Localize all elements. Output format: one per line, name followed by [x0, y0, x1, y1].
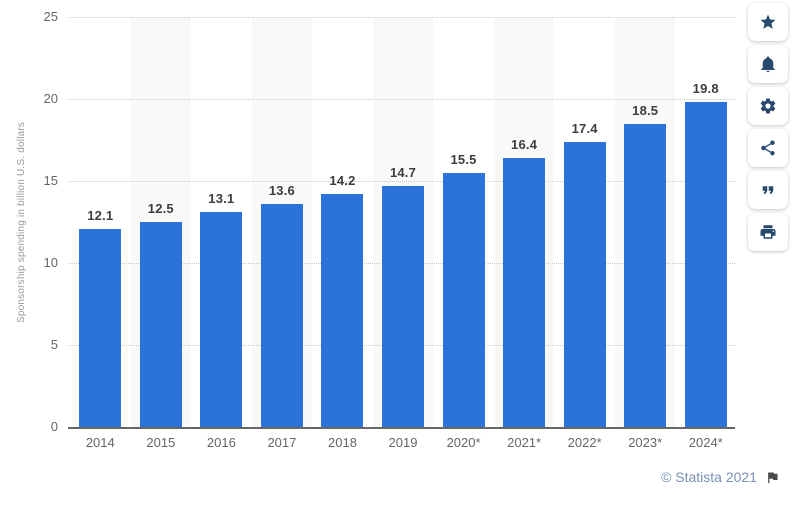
x-tick-label: 2023* — [628, 435, 663, 450]
gear-icon — [760, 98, 776, 114]
x-tick-label: 2016 — [206, 435, 236, 450]
x-axis-labels: 2014 2015 2016 2017 2018 2019 2020* 2021* 2022* 2… — [70, 435, 736, 450]
settings-button[interactable] — [748, 87, 788, 125]
star-icon — [760, 14, 776, 29]
chart-column: 15.5 — [433, 17, 494, 427]
chart-toolbar — [748, 3, 788, 251]
bar-value-label: 16.4 — [511, 137, 538, 153]
bar — [684, 102, 727, 427]
bar-value-label: 12.1 — [87, 207, 114, 223]
x-axis-line — [68, 427, 735, 429]
bar-value-label: 12.5 — [147, 201, 174, 216]
y-tick-label: 5 — [50, 337, 58, 352]
bar-value-label: 17.4 — [571, 120, 598, 136]
chart-column: 13.1 — [191, 17, 252, 427]
chart-column: 13.6 — [251, 17, 313, 427]
y-tick-label: 0 — [50, 419, 58, 434]
x-tick-label: 2015 — [146, 435, 176, 450]
notifications-button[interactable] — [748, 45, 788, 83]
bar — [382, 185, 424, 427]
x-tick-label: 2017 — [267, 435, 297, 450]
chart-column: 14.2 — [312, 17, 373, 427]
gridline — [68, 99, 735, 100]
x-tick-label: 2021* — [507, 435, 542, 450]
quote-icon — [762, 186, 774, 194]
y-tick-label: 10 — [43, 255, 58, 270]
bar — [260, 203, 303, 427]
x-tick-label: 2022* — [567, 435, 602, 450]
bar-value-label: 14.7 — [389, 164, 417, 180]
share-icon — [761, 140, 775, 156]
printer-icon — [760, 225, 776, 239]
bar — [563, 141, 606, 427]
favorite-button[interactable] — [748, 3, 788, 41]
chart-column: 12.1 — [70, 17, 131, 427]
bar — [200, 212, 243, 427]
chart-column: 14.7 — [372, 17, 434, 427]
bar — [442, 172, 485, 427]
bar-value-label: 13.1 — [208, 191, 235, 207]
y-tick-label: 15 — [43, 173, 58, 188]
gridline — [68, 181, 735, 182]
x-tick-label: 2014 — [85, 435, 115, 450]
print-button[interactable] — [748, 213, 788, 251]
bar-value-label: 13.6 — [268, 182, 295, 198]
flag-icon — [768, 472, 778, 483]
y-axis-title: Sponsorship spending in billion U.S. dol… — [16, 121, 27, 323]
bar — [503, 158, 546, 427]
bar — [79, 228, 122, 427]
chart-column: 19.8 — [675, 17, 736, 427]
bar-value-label: 19.8 — [692, 81, 719, 97]
x-tick-label: 2018 — [328, 435, 357, 450]
bar — [321, 194, 364, 427]
gridline — [68, 17, 735, 18]
chart-column: 18.5 — [614, 17, 676, 427]
credit-text: © Statista 2021 — [661, 469, 757, 485]
x-tick-label: 2019 — [388, 435, 418, 450]
x-tick-label: 2024* — [688, 435, 723, 450]
bar — [624, 123, 667, 427]
bell-icon — [761, 56, 775, 73]
y-tick-label: 25 — [43, 9, 58, 24]
cite-button[interactable] — [748, 171, 788, 209]
chart-column: 12.5 — [130, 17, 192, 427]
bar — [139, 222, 182, 427]
bar-chart-plot-area: 12.1 12.5 13.1 13.6 14.2 14.7 15.5 16.4 17.4 18.5… — [70, 17, 736, 427]
bar-value-label: 18.5 — [632, 102, 659, 118]
x-tick-label: 2020* — [446, 435, 481, 450]
y-tick-label: 20 — [43, 91, 58, 106]
share-button[interactable] — [748, 129, 788, 167]
bar-value-label: 14.2 — [329, 173, 356, 189]
chart-column: 17.4 — [554, 17, 615, 427]
bar-value-label: 15.5 — [450, 151, 477, 167]
statista-credit-link[interactable]: © Statista 2021 — [661, 469, 780, 485]
chart-column: 16.4 — [493, 17, 555, 427]
